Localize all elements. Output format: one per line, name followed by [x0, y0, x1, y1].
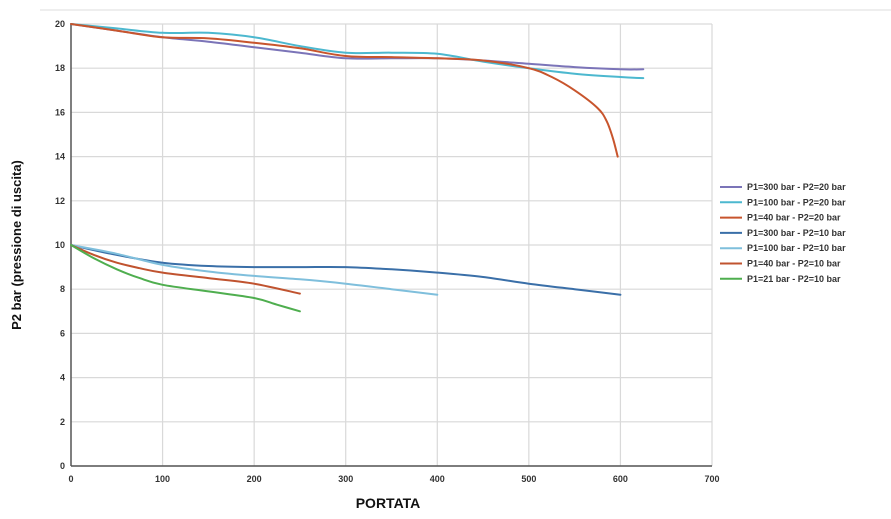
- legend-label-2: P1=100 bar - P2=20 bar: [747, 197, 846, 207]
- legend-label-3: P1=40 bar - P2=20 bar: [747, 213, 841, 223]
- y-tick-label: 10: [55, 240, 65, 250]
- x-tick-label: 400: [430, 474, 445, 484]
- x-tick-label: 600: [613, 474, 628, 484]
- y-tick-label: 18: [55, 63, 65, 73]
- x-tick-labels: 0 100 200 300 400 500 600 700: [68, 474, 719, 484]
- y-tick-labels: 0 2 4 6 8 10 12 14 16 18 20: [55, 19, 65, 471]
- x-tick-label: 300: [338, 474, 353, 484]
- legend-label-7: P1=21 bar - P2=10 bar: [747, 274, 841, 284]
- series-line-1: [70, 23, 645, 71]
- y-tick-label: 16: [55, 107, 65, 117]
- x-axis-title: PORTATA: [356, 495, 421, 511]
- y-tick-label: 2: [60, 417, 65, 427]
- y-tick-label: 4: [60, 373, 65, 383]
- y-tick-label: 6: [60, 328, 65, 338]
- y-tick-label: 0: [60, 461, 65, 471]
- y-tick-label: 12: [55, 196, 65, 206]
- legend-label-4: P1=300 bar - P2=10 bar: [747, 228, 846, 238]
- legend-label-6: P1=40 bar - P2=10 bar: [747, 259, 841, 269]
- legend: P1=300 bar - P2=20 bar P1=100 bar - P2=20…: [720, 182, 846, 284]
- x-tick-label: 700: [704, 474, 719, 484]
- y-tick-label: 8: [60, 284, 65, 294]
- y-tick-label: 14: [55, 152, 65, 162]
- x-tick-label: 0: [68, 474, 73, 484]
- series-line-7: [70, 244, 301, 313]
- grid: [71, 23, 713, 467]
- x-tick-label: 500: [521, 474, 536, 484]
- y-tick-label: 20: [55, 19, 65, 29]
- series-line-5: [70, 244, 439, 296]
- series-lines: [70, 23, 645, 313]
- x-tick-label: 100: [155, 474, 170, 484]
- x-tick-label: 200: [247, 474, 262, 484]
- legend-label-5: P1=100 bar - P2=10 bar: [747, 243, 846, 253]
- series-line-3: [70, 23, 619, 158]
- legend-label-1: P1=300 bar - P2=20 bar: [747, 182, 846, 192]
- y-axis-title: P2 bar (pressione di uscita): [9, 160, 24, 330]
- series-line-4: [70, 244, 622, 296]
- series-line-2: [70, 23, 645, 80]
- series-line-6: [70, 244, 301, 295]
